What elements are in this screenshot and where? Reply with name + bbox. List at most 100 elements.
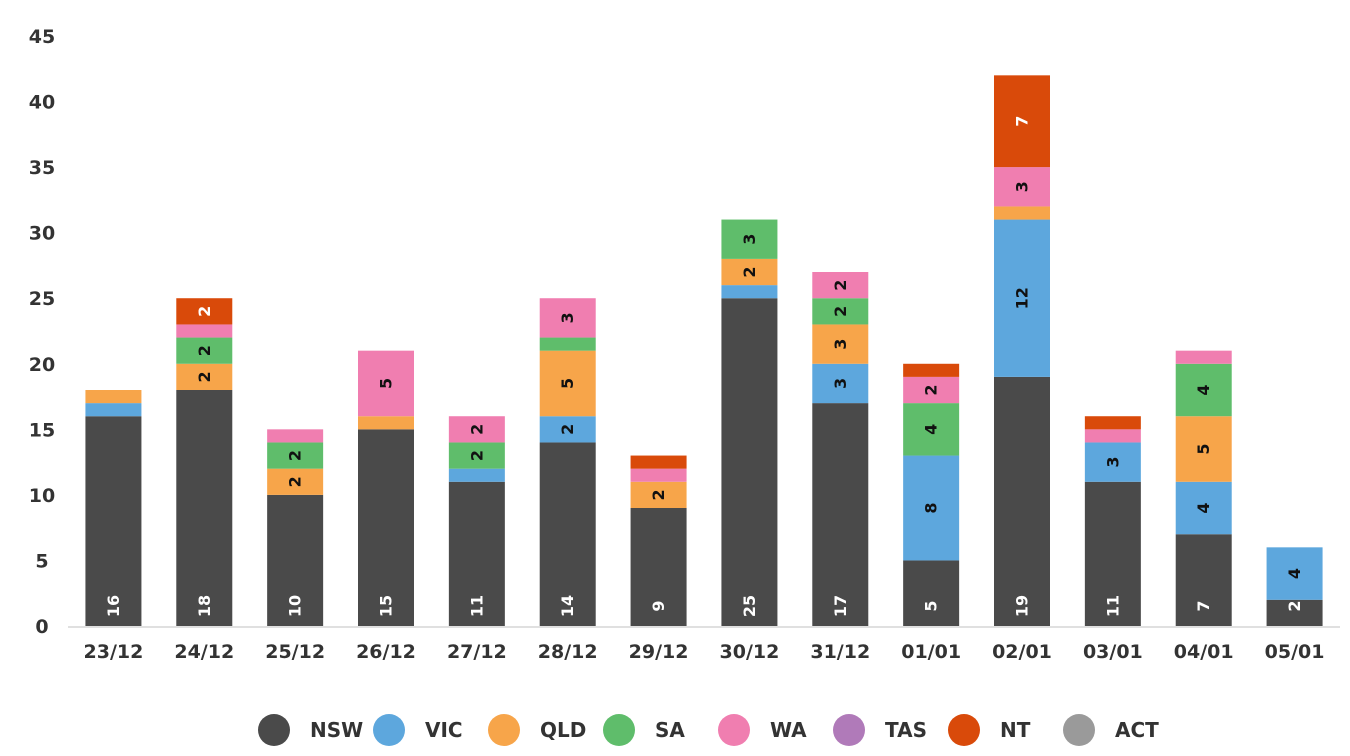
data-label-nsw: 14 [558, 595, 577, 617]
y-tick-label: 30 [29, 223, 55, 245]
bar-segment-sa [1175, 363, 1232, 417]
legend-swatch-sa [603, 714, 635, 746]
data-label-nsw: 19 [1013, 595, 1032, 617]
bar-segment-nsw [448, 481, 505, 626]
bar-segment-nsw [539, 442, 596, 626]
bar-segment-nsw [1084, 481, 1141, 626]
y-tick-label: 15 [29, 419, 55, 441]
data-label-qld: 3 [831, 339, 850, 350]
bar-segment-nt [176, 298, 233, 325]
data-label-nsw: 11 [467, 595, 486, 617]
bar-segment-wa [812, 272, 869, 299]
data-label-qld: 5 [1194, 443, 1213, 454]
bar-segment-vic [448, 468, 505, 482]
bar-segment-vic [85, 403, 142, 417]
y-tick-label: 20 [29, 354, 55, 376]
bar-segment-wa [1084, 429, 1141, 443]
data-labels: 16 18 10 15 11 14 9 25 17 5 19 11 7 22381234422522352… [104, 116, 1304, 617]
x-tick-label: 01/01 [901, 641, 961, 663]
data-label-sa: 2 [195, 345, 214, 356]
x-tick-label: 27/12 [447, 641, 507, 663]
bar-segment-sa [721, 219, 778, 259]
bar-segment-wa [539, 298, 596, 338]
bar-segment-nsw [176, 390, 233, 626]
data-label-wa: 2 [831, 280, 850, 291]
bar-segment-wa [1175, 350, 1232, 364]
x-tick-label: 03/01 [1083, 641, 1143, 663]
data-label-nsw: 7 [1194, 600, 1213, 611]
bar-segment-wa [630, 468, 687, 482]
legend-swatch-qld [488, 714, 520, 746]
y-tick-label: 0 [35, 616, 48, 638]
x-axis: 23/12 24/12 25/12 26/12 27/12 28/12 29/12 30/12… [84, 641, 1325, 663]
legend-swatch-nt [948, 714, 980, 746]
data-label-sa: 2 [831, 306, 850, 317]
data-label-nsw: 18 [195, 595, 214, 617]
data-label-wa: 5 [377, 378, 396, 389]
legend-swatch-tas [833, 714, 865, 746]
bar-segment-vic [1084, 442, 1141, 482]
bar-segment-qld [85, 390, 142, 404]
bar-segment-nsw [721, 298, 778, 626]
bar-segment-qld [176, 363, 233, 390]
bar-segment-wa [176, 324, 233, 338]
data-label-wa: 2 [922, 384, 941, 395]
bar-segment-wa [903, 376, 960, 404]
data-label-vic: 4 [1194, 502, 1213, 513]
data-label-wa: 2 [467, 424, 486, 435]
bar-segment-qld [994, 206, 1050, 220]
bar-segment-qld [812, 324, 869, 364]
x-tick-label: 05/01 [1265, 641, 1325, 663]
legend-swatch-nsw [258, 714, 290, 746]
bar-segment-nsw [994, 376, 1050, 626]
y-tick-label: 40 [29, 92, 55, 114]
x-tick-label: 31/12 [810, 641, 870, 663]
bar-segment-qld [539, 350, 596, 417]
x-tick-label: 25/12 [265, 641, 325, 663]
data-label-qld: 2 [195, 371, 214, 382]
bar-segment-nsw [630, 508, 687, 626]
bar-segment-nt [630, 455, 687, 469]
data-label-nsw: 2 [1285, 600, 1304, 611]
bar-segment-nsw [1175, 534, 1232, 626]
y-tick-label: 5 [35, 550, 48, 572]
bar-segment-vic [994, 219, 1050, 377]
bar-segment-qld [267, 468, 324, 495]
bar-segment-nt [903, 363, 960, 377]
bar-segment-sa [267, 442, 324, 469]
legend-swatch-act [1063, 714, 1095, 746]
legend-label-wa: WA [770, 718, 807, 742]
legend-label-qld: QLD [540, 718, 586, 742]
x-tick-label: 29/12 [629, 641, 689, 663]
bar-segment-nsw [812, 403, 869, 626]
bar-segment-wa [448, 416, 505, 443]
bar-segment-nsw [903, 560, 960, 626]
bar-segment-qld [1175, 416, 1232, 482]
bar-segment-sa [448, 442, 505, 469]
bar-segment-sa [903, 403, 960, 456]
data-label-vic: 12 [1013, 287, 1032, 309]
x-tick-label: 02/01 [992, 641, 1052, 663]
legend-label-act: ACT [1115, 718, 1159, 742]
data-label-nsw: 25 [740, 595, 759, 617]
x-tick-label: 24/12 [174, 641, 234, 663]
bar-segment-wa [267, 429, 324, 443]
data-label-qld: 2 [649, 489, 668, 500]
data-label-sa: 4 [922, 424, 941, 435]
data-label-nsw: 10 [286, 595, 305, 617]
bar-segment-vic [1175, 481, 1232, 535]
bar-segment-qld [630, 481, 687, 508]
data-label-vic: 2 [558, 424, 577, 435]
data-label-sa: 2 [467, 450, 486, 461]
legend-label-tas: TAS [885, 718, 927, 742]
legend-label-nsw: NSW [310, 718, 363, 742]
data-label-qld: 5 [558, 378, 577, 389]
legend-swatch-vic [373, 714, 405, 746]
data-label-nsw: 11 [1103, 595, 1122, 617]
bar-segment-wa [358, 350, 414, 417]
y-tick-label: 25 [29, 288, 55, 310]
data-label-vic: 3 [1103, 457, 1122, 468]
data-label-nsw: 5 [922, 600, 941, 611]
data-label-nsw: 9 [649, 600, 668, 611]
